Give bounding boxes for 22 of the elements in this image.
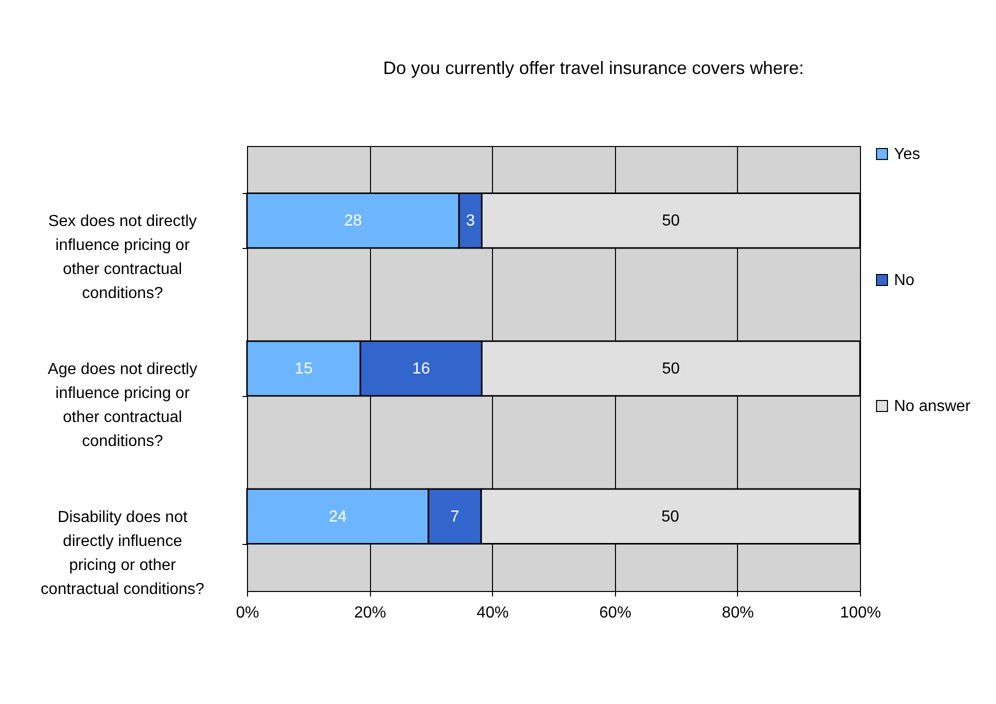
legend-label: Yes [894, 146, 920, 163]
annotation: 50 [662, 360, 680, 378]
x-tick-label: 100% [840, 604, 881, 622]
x-tick-label: 40% [476, 604, 509, 622]
annotation: 50 [662, 212, 680, 230]
y-tick-label: Disability does not directly influence pricing or other contractual conditions? [40, 508, 204, 598]
x-tick-label: 80% [722, 604, 754, 622]
annotation: 16 [412, 360, 430, 378]
x-tick-label: 60% [599, 604, 632, 622]
annotation: 24 [328, 508, 347, 526]
x-tick-label: 0% [236, 604, 260, 622]
annotation: 3 [466, 212, 475, 230]
annotation: 7 [450, 508, 460, 526]
y-tick-label: Sex does not directly influence pricing or other contractual conditions? [48, 213, 197, 302]
chart-title: Do you currently offer travel insurance covers where: [383, 58, 804, 78]
x-tick-label: 20% [354, 604, 386, 622]
legend-label: No [894, 272, 915, 289]
annotation: 28 [344, 212, 362, 230]
annotation: 15 [294, 360, 313, 378]
y-tick-label: Age does not directly influence pricing or other contractual conditions? [48, 361, 198, 450]
legend-label: No answer [894, 398, 972, 415]
annotation: 50 [661, 508, 680, 526]
